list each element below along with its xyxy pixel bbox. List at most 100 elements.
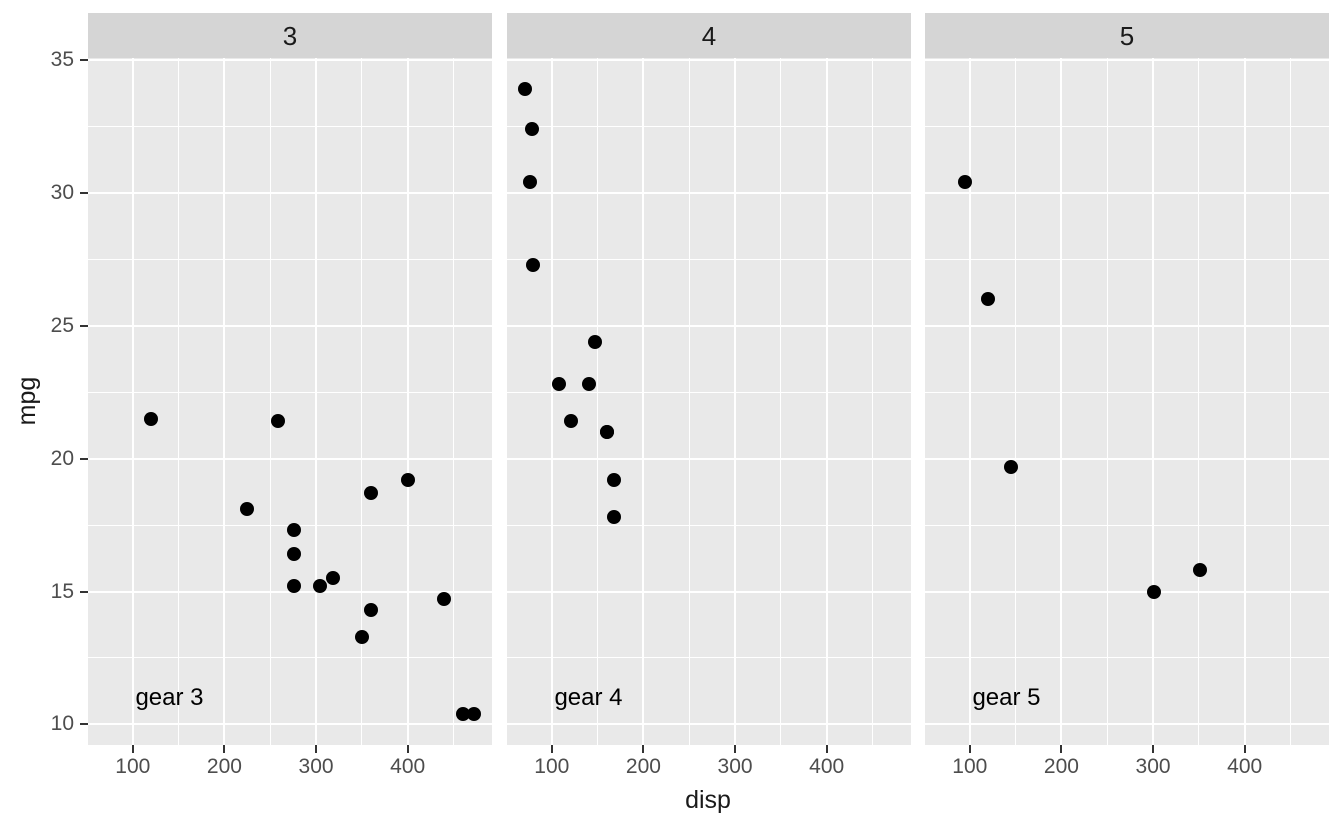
gridline-major-x (825, 58, 828, 745)
gridline-major-x (223, 58, 226, 745)
x-tick-label: 400 (809, 755, 845, 778)
gridline-minor-x (269, 58, 271, 745)
gridline-major-y (925, 191, 1329, 194)
gridline-major-y (507, 723, 911, 726)
scatter-point (455, 706, 470, 721)
gridline-major-y (88, 58, 492, 61)
scatter-point (522, 175, 537, 190)
y-tick-mark (80, 457, 88, 460)
gridline-major-x (642, 58, 645, 745)
gridline-major-y (925, 324, 1329, 327)
scatter-point (240, 502, 255, 517)
gridline-major-y (925, 58, 1329, 61)
scatter-point (599, 425, 614, 440)
gridline-minor-y (88, 258, 492, 260)
y-tick-mark (80, 58, 88, 61)
scatter-point (606, 510, 621, 525)
gridline-major-x (968, 58, 971, 745)
scatter-point (400, 472, 415, 487)
facet-strip-label: 5 (1119, 20, 1135, 51)
gridline-minor-x (1290, 58, 1291, 745)
x-tick-label: 300 (298, 755, 334, 778)
scatter-point (525, 122, 540, 137)
gridline-major-y (88, 723, 492, 726)
gridline-major-x (550, 58, 553, 745)
gridline-major-y (507, 457, 911, 460)
gridline-minor-x (1106, 58, 1108, 745)
gridline-major-x (406, 58, 409, 745)
x-tick-label: 300 (717, 755, 753, 778)
y-tick-mark (80, 191, 88, 194)
x-tick-label: 100 (534, 755, 570, 778)
gridline-minor-y (88, 391, 492, 393)
gridline-major-y (507, 191, 911, 194)
scatter-point (325, 571, 340, 586)
scatter-point (1146, 584, 1161, 599)
gridline-minor-x (597, 58, 599, 745)
gridline-major-y (507, 324, 911, 327)
x-tick-mark (131, 745, 134, 753)
facet-panel: gear 3 (88, 58, 492, 745)
gridline-minor-y (925, 258, 1329, 260)
gridline-minor-y (507, 258, 911, 260)
gridline-minor-y (507, 125, 911, 127)
facet-strip-label: 3 (282, 20, 298, 51)
scatter-point (364, 486, 379, 501)
gridline-minor-y (88, 125, 492, 127)
gridline-minor-x (361, 58, 363, 745)
x-tick-label: 100 (115, 755, 151, 778)
gridline-minor-x (872, 58, 873, 745)
scatter-point (364, 603, 379, 618)
scatter-point (564, 414, 579, 429)
facet-strip: 4 (507, 13, 911, 58)
gridline-minor-y (507, 524, 911, 526)
gridline-major-y (925, 457, 1329, 460)
gridline-major-y (507, 590, 911, 593)
x-tick-label: 200 (625, 755, 661, 778)
y-tick-mark (80, 324, 88, 327)
gridline-major-x (1060, 58, 1063, 745)
gridline-minor-x (1015, 58, 1017, 745)
gridline-minor-y (88, 657, 492, 659)
x-tick-mark (406, 745, 409, 753)
scatter-point (958, 175, 973, 190)
x-tick-label: 400 (1227, 755, 1263, 778)
scatter-point (286, 579, 301, 594)
gridline-major-x (131, 58, 134, 745)
gridline-minor-y (507, 391, 911, 393)
scatter-point (587, 334, 602, 349)
x-tick-mark (825, 745, 828, 753)
gridline-major-y (507, 58, 911, 61)
x-axis-title: disp (685, 786, 731, 814)
facet-annotation: gear 3 (135, 683, 204, 711)
x-tick-mark (1060, 745, 1063, 753)
y-tick-label: 10 (50, 712, 74, 736)
gridline-major-y (925, 590, 1329, 593)
x-tick-mark (1243, 745, 1246, 753)
y-tick-mark (80, 723, 88, 726)
x-tick-label: 300 (1135, 755, 1171, 778)
gridline-minor-x (688, 58, 690, 745)
gridline-major-x (734, 58, 737, 745)
y-tick-label: 25 (50, 313, 74, 337)
scatter-point (437, 592, 452, 607)
scatter-point (312, 579, 327, 594)
x-tick-mark (1152, 745, 1155, 753)
gridline-minor-x (1198, 58, 1200, 745)
scatter-point (518, 82, 533, 97)
scatter-point (466, 706, 481, 721)
gridline-minor-y (925, 125, 1329, 127)
gridline-major-x (1243, 58, 1246, 745)
y-tick-label: 20 (50, 446, 74, 470)
scatter-point (981, 292, 996, 307)
gridline-minor-y (925, 657, 1329, 659)
facet-strip: 5 (925, 13, 1329, 58)
gridline-major-y (925, 723, 1329, 726)
scatter-point (606, 472, 621, 487)
scatter-point (552, 377, 567, 392)
y-tick-label: 35 (50, 47, 74, 71)
x-tick-mark (550, 745, 553, 753)
gridline-major-y (88, 191, 492, 194)
x-tick-label: 400 (390, 755, 426, 778)
